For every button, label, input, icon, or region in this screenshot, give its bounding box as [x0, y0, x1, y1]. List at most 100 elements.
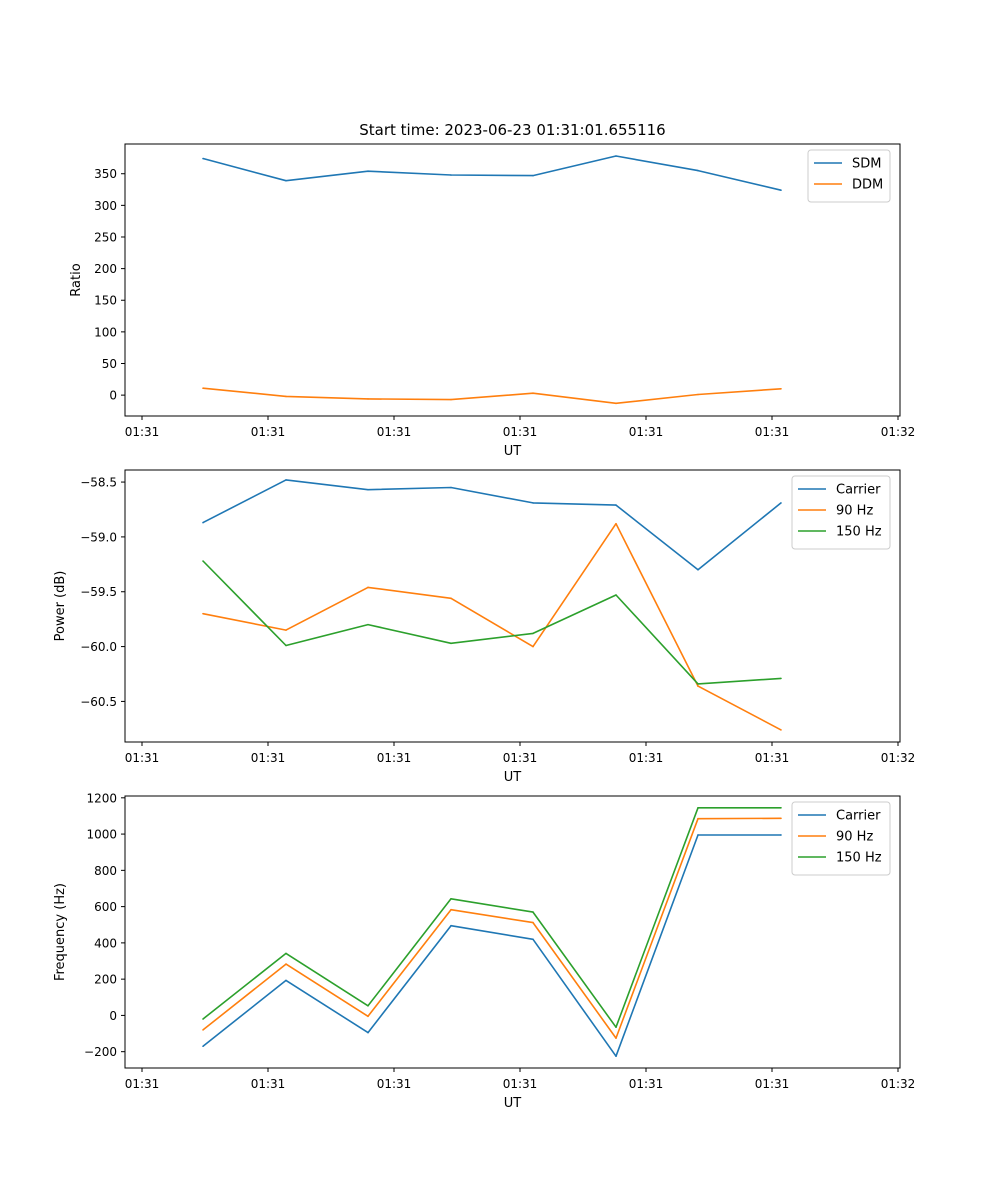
data-point: [615, 522, 617, 525]
data-point: [615, 504, 617, 506]
x-tick-label: 01:31: [755, 751, 790, 765]
data-point: [697, 169, 699, 172]
data-point: [532, 502, 534, 504]
y-tick-label: 100: [94, 325, 117, 339]
plot-frame: [124, 469, 901, 743]
y-tick-label: −60.0: [80, 640, 117, 654]
legend: SDM DDM: [807, 149, 891, 203]
data-point: [367, 1031, 369, 1034]
data-point: [780, 502, 782, 504]
legend-label: 90 Hz: [836, 830, 873, 845]
legend: Carrier 90 Hz 150 Hz: [791, 475, 891, 550]
subplot-1: 01:31 01:31 01:31 01:31 01:31 01:31 01:32 UT 0 50…: [69, 143, 915, 459]
y-tick-label: −59.5: [80, 585, 117, 599]
y-tick-label: 1200: [86, 791, 117, 805]
data-point: [285, 179, 287, 182]
data-point: [285, 479, 287, 481]
data-point: [532, 938, 534, 941]
data-point: [697, 685, 699, 687]
y-tick-label: −200: [84, 1045, 117, 1059]
data-point: [367, 398, 369, 400]
data-point: [780, 677, 782, 680]
y-tick-label: −58.5: [80, 476, 117, 490]
data-point: [697, 393, 699, 396]
y-tick-label: 1000: [86, 828, 117, 842]
x-tick-label: 01:31: [755, 1077, 790, 1091]
data-point: [285, 629, 287, 631]
data-point: [285, 979, 287, 982]
data-point: [615, 155, 617, 157]
data-point: [450, 174, 452, 176]
x-tick-label: 01:31: [377, 1077, 412, 1091]
data-point: [780, 806, 782, 809]
legend-label: Carrier: [836, 809, 881, 824]
x-tick-label: 01:31: [377, 425, 412, 439]
y-tick-label: 350: [94, 167, 117, 181]
data-point: [450, 898, 452, 900]
y-tick-label: 200: [94, 262, 117, 276]
data-point: [450, 486, 452, 489]
data-point: [450, 924, 452, 927]
data-point: [450, 908, 452, 911]
y-tick-label: 400: [94, 936, 117, 950]
x-tick-label: 01:31: [251, 425, 286, 439]
x-axis-label: UT: [504, 1096, 522, 1111]
data-point: [780, 817, 782, 820]
data-point: [202, 612, 204, 615]
data-point: [367, 1015, 369, 1018]
data-point: [285, 395, 287, 398]
data-point: [202, 1018, 204, 1020]
legend-label: 90 Hz: [836, 504, 873, 519]
series-line-carrier: [202, 834, 781, 1057]
series-line-90-hz: [202, 817, 782, 1039]
y-tick-label: 600: [94, 900, 117, 914]
data-point: [450, 398, 452, 401]
legend-label: 150 Hz: [836, 525, 882, 540]
series-line-150-hz: [202, 560, 782, 685]
x-tick-label: 01:31: [377, 751, 412, 765]
data-point: [532, 174, 534, 177]
data-point: [697, 569, 699, 571]
plot-frame: [124, 795, 901, 1069]
data-point: [615, 1055, 617, 1058]
data-point: [202, 1045, 204, 1048]
x-tick-label: 01:31: [629, 751, 664, 765]
legend-label: SDM: [852, 157, 881, 172]
data-point: [697, 834, 699, 836]
x-tick-label: 01:31: [251, 751, 286, 765]
data-point: [367, 1005, 369, 1007]
y-tick-label: 0: [109, 1009, 117, 1023]
data-point: [367, 170, 369, 172]
data-point: [615, 1026, 617, 1028]
data-point: [367, 488, 369, 491]
y-tick-label: 250: [94, 230, 117, 244]
data-point: [780, 388, 782, 390]
x-tick-label: 01:31: [125, 425, 160, 439]
data-point: [202, 560, 204, 562]
y-tick-label: 200: [94, 973, 117, 987]
x-tick-label: 01:32: [881, 751, 916, 765]
data-point: [532, 392, 534, 395]
x-tick-label: 01:31: [755, 425, 790, 439]
y-tick-label: 800: [94, 864, 117, 878]
series-line-90-hz: [202, 522, 782, 731]
data-point: [780, 189, 782, 191]
plot-frame: [124, 143, 901, 417]
y-axis-label: Frequency (Hz): [53, 883, 68, 981]
legend: Carrier 90 Hz 150 Hz: [791, 801, 891, 876]
y-tick-label: 150: [94, 294, 117, 308]
data-point: [285, 952, 287, 955]
series-line-150-hz: [202, 806, 781, 1028]
data-point: [615, 594, 617, 596]
data-point: [697, 817, 699, 820]
data-point: [780, 834, 782, 836]
y-axis-label: Power (dB): [53, 571, 68, 642]
x-tick-label: 01:31: [125, 1077, 160, 1091]
legend-label: DDM: [852, 178, 883, 193]
x-tick-label: 01:31: [629, 1077, 664, 1091]
data-point: [202, 521, 204, 524]
data-point: [532, 645, 534, 648]
y-tick-label: 50: [102, 357, 117, 371]
y-tick-label: −60.5: [80, 695, 117, 709]
